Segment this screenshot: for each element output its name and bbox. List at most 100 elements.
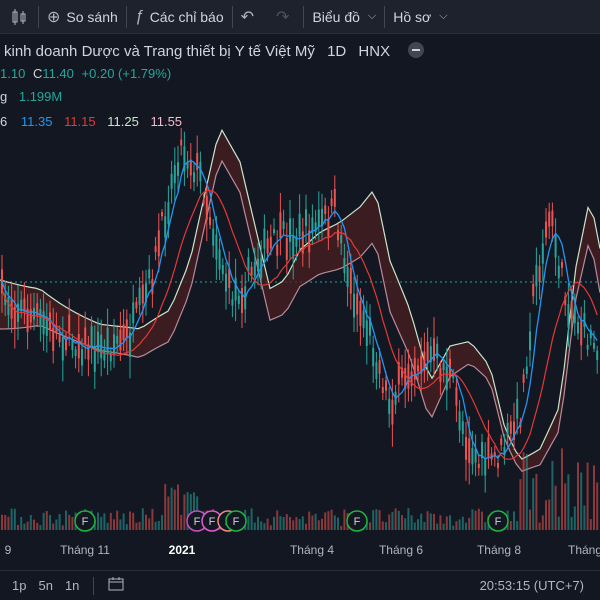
compare-button[interactable]: ⊕ So sánh (39, 0, 126, 34)
candle-body (10, 299, 13, 319)
candle-body (516, 398, 519, 419)
candle-body (340, 234, 343, 244)
event-marker (225, 510, 247, 532)
candle-body (263, 228, 266, 249)
candle-body (551, 210, 554, 227)
undo-button[interactable]: ↶ (233, 0, 268, 34)
volume-bar (33, 519, 35, 530)
candle-body (231, 299, 234, 306)
candle-body (353, 293, 355, 318)
volume-label: g (0, 89, 8, 104)
candle-body (52, 327, 55, 351)
volume-bar (465, 522, 467, 530)
volume-bar (340, 525, 343, 530)
candle-body (497, 463, 499, 469)
event-marker-label: F (495, 516, 502, 528)
candle-body (458, 411, 461, 431)
candle-body (445, 366, 448, 391)
volume-bar (452, 525, 455, 530)
collapse-legend-button[interactable] (408, 42, 425, 59)
volume-bar (17, 525, 19, 530)
volume-bar (253, 522, 256, 530)
candle-body (87, 344, 90, 360)
function-icon: ƒ (134, 7, 144, 25)
candle-body (455, 387, 458, 406)
volume-bar (513, 511, 515, 530)
candle-body (388, 398, 391, 414)
candle-body (129, 332, 131, 357)
candle-body (327, 218, 330, 237)
volume-bar (55, 519, 58, 530)
volume-bar (49, 515, 51, 530)
volume-bar (314, 513, 317, 530)
interval-label: 1D (327, 43, 347, 60)
candle-body (375, 362, 378, 379)
candle-body (221, 265, 224, 275)
bottombar-divider (93, 576, 95, 595)
candle-body (205, 196, 208, 220)
ichimoku-value-3: 11.25 (107, 114, 139, 129)
volume-bar (535, 473, 538, 530)
compare-label: So sánh (66, 8, 118, 25)
volume-bar (557, 516, 560, 530)
candle-body (135, 301, 138, 309)
candle-body (554, 235, 557, 258)
x-axis-tick-label: 9 (5, 543, 12, 557)
candle-body (314, 222, 317, 232)
indicators-button[interactable]: ƒ Các chỉ báo (127, 0, 232, 34)
volume-bar (570, 516, 573, 530)
top-toolbar: ⊕ So sánh ƒ Các chỉ báo ↶ ↷ Biểu đồ ⌵ Hồ… (0, 0, 600, 34)
volume-bar (36, 522, 39, 530)
candle-body (538, 266, 541, 283)
range-5n-button[interactable]: 5n (38, 578, 53, 593)
candle-body (385, 380, 387, 391)
volume-bar (113, 519, 115, 530)
volume-bar (333, 515, 336, 530)
chart-type-candles-button[interactable] (0, 0, 38, 34)
candle-body (583, 313, 586, 327)
ichimoku-prefix: 6 (0, 114, 8, 129)
volume-bar (311, 515, 314, 530)
profile-dropdown[interactable]: Hồ sơ ⌵ (385, 0, 455, 34)
volume-bar (157, 520, 160, 530)
volume-value: 1.199M (18, 89, 63, 104)
volume-bar (327, 511, 330, 530)
candle-body (148, 269, 151, 279)
range-1p-button[interactable]: 1p (12, 578, 27, 593)
volume-bar (58, 514, 61, 530)
volume-bar (529, 509, 531, 530)
toolbar-divider (125, 5, 127, 28)
redo-icon: ↷ (276, 8, 290, 26)
candle-body (273, 229, 275, 234)
candle-body (173, 165, 176, 184)
volume-bar (548, 499, 551, 530)
candle-body (285, 238, 288, 260)
candle-body (170, 173, 173, 189)
volume-bar (343, 509, 346, 530)
ichimoku-legend: 6 11.35 11.15 11.25 11.55 (0, 114, 182, 129)
volume-bar (369, 522, 371, 530)
x-axis-tick-label: Tháng (568, 543, 600, 557)
volume-bar (449, 515, 451, 530)
volume-bar (397, 510, 400, 530)
range-1n-button[interactable]: 1n (64, 578, 80, 593)
candle-body (58, 335, 61, 343)
volume-bar (586, 462, 589, 530)
candle-body (97, 331, 99, 352)
volume-bar (276, 510, 279, 530)
redo-button[interactable]: ↷ (268, 0, 303, 34)
exchange-label: HNX (358, 43, 391, 60)
volume-bar (71, 516, 74, 530)
goto-date-button[interactable] (102, 577, 130, 594)
volume-bar (532, 478, 535, 530)
candle-body (90, 326, 93, 346)
volume-bar (10, 508, 13, 530)
candle-body (337, 230, 339, 241)
volume-bar (279, 516, 282, 530)
chart-type-dropdown[interactable]: Biểu đồ ⌵ (304, 0, 384, 34)
candle-body (154, 246, 157, 252)
event-marker (487, 510, 509, 532)
x-axis-tick-label: Tháng 8 (477, 543, 521, 557)
